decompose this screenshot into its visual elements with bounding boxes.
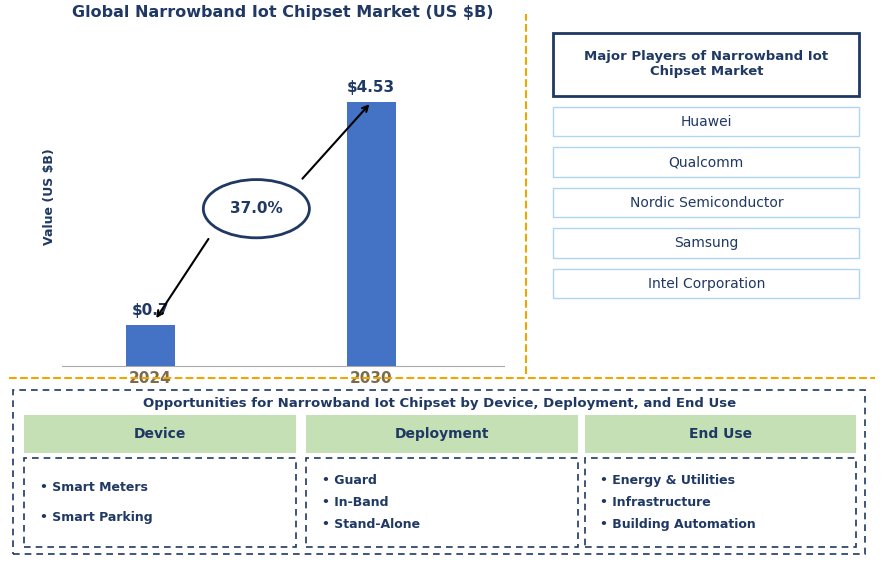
Text: • Energy & Utilities: • Energy & Utilities bbox=[600, 473, 735, 486]
Text: Qualcomm: Qualcomm bbox=[668, 155, 744, 169]
Text: • Guard: • Guard bbox=[322, 473, 377, 486]
FancyBboxPatch shape bbox=[25, 458, 296, 547]
Text: 37.0%: 37.0% bbox=[230, 201, 283, 216]
Y-axis label: Value (US $B): Value (US $B) bbox=[43, 149, 57, 245]
Text: Samsung: Samsung bbox=[674, 236, 738, 250]
FancyBboxPatch shape bbox=[584, 458, 856, 547]
Text: Intel Corporation: Intel Corporation bbox=[648, 276, 765, 291]
Text: • Smart Meters: • Smart Meters bbox=[40, 481, 148, 494]
FancyBboxPatch shape bbox=[306, 415, 578, 453]
FancyBboxPatch shape bbox=[553, 188, 859, 217]
Text: • In-Band: • In-Band bbox=[322, 496, 388, 509]
Bar bbox=[347, 102, 396, 366]
Text: • Smart Parking: • Smart Parking bbox=[40, 511, 153, 524]
FancyBboxPatch shape bbox=[553, 107, 859, 136]
FancyBboxPatch shape bbox=[553, 269, 859, 298]
Text: Major Players of Narrowband Iot
Chipset Market: Major Players of Narrowband Iot Chipset … bbox=[584, 51, 828, 78]
FancyBboxPatch shape bbox=[553, 229, 859, 258]
FancyBboxPatch shape bbox=[553, 148, 859, 177]
Text: Deployment: Deployment bbox=[394, 427, 489, 441]
Text: Nordic Semiconductor: Nordic Semiconductor bbox=[629, 195, 783, 209]
Text: • Building Automation: • Building Automation bbox=[600, 519, 756, 531]
Text: $0.7: $0.7 bbox=[132, 303, 169, 318]
Text: $4.53: $4.53 bbox=[347, 80, 395, 95]
Text: • Infrastructure: • Infrastructure bbox=[600, 496, 711, 509]
FancyBboxPatch shape bbox=[584, 415, 856, 453]
FancyBboxPatch shape bbox=[25, 415, 296, 453]
Text: Source: Lucintel: Source: Lucintel bbox=[379, 403, 493, 415]
Text: Opportunities for Narrowband Iot Chipset by Device, Deployment, and End Use: Opportunities for Narrowband Iot Chipset… bbox=[143, 397, 736, 410]
Title: Global Narrowband Iot Chipset Market (US $B): Global Narrowband Iot Chipset Market (US… bbox=[72, 5, 493, 20]
FancyBboxPatch shape bbox=[306, 458, 578, 547]
Text: End Use: End Use bbox=[689, 427, 752, 441]
FancyBboxPatch shape bbox=[13, 390, 865, 554]
Text: • Stand-Alone: • Stand-Alone bbox=[322, 519, 420, 531]
Text: Device: Device bbox=[133, 427, 187, 441]
Bar bbox=[126, 325, 175, 366]
FancyBboxPatch shape bbox=[553, 33, 859, 96]
Text: Huawei: Huawei bbox=[681, 114, 732, 128]
